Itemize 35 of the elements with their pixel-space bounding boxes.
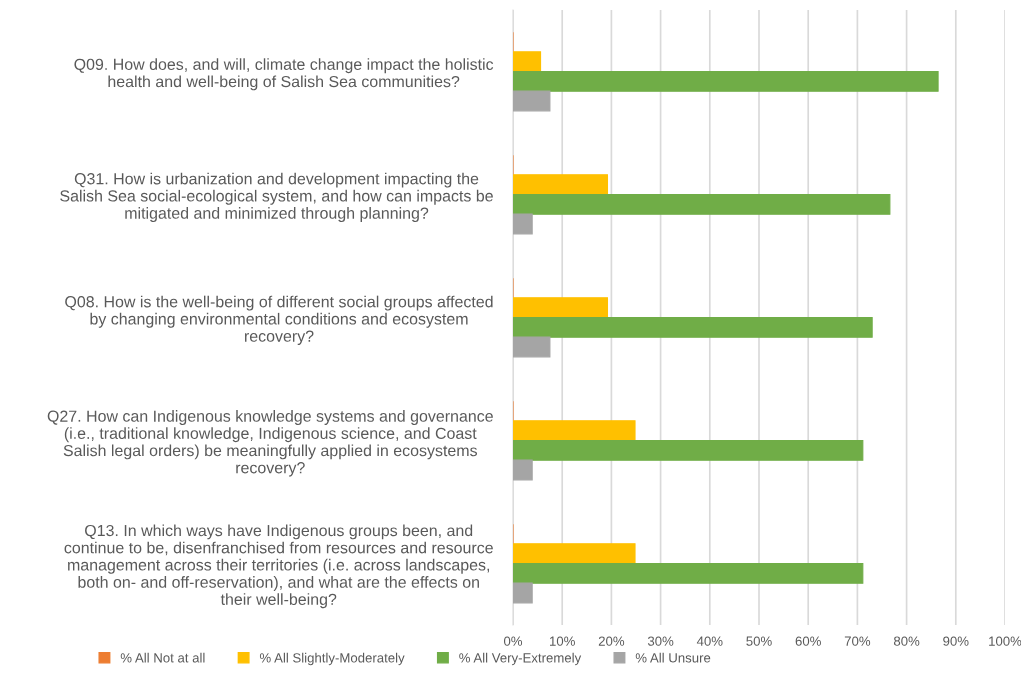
bar [513, 193, 891, 215]
bar [513, 90, 551, 112]
x-tick-label: 80% [893, 636, 920, 646]
y-tick-label: Q13. In which ways have Indigenous groups been, and continue to be, disenfranchised from resources and resource management across their territories (i.e. across landscapes, both on- and off-reservation), and what are the effects on their well-being? [64, 524, 493, 609]
x-tick-label: 60% [795, 636, 821, 646]
bar [513, 459, 533, 481]
legend-label: % All Slightly-Moderately [259, 652, 405, 666]
bar [513, 582, 533, 604]
bar [513, 213, 533, 235]
bar [513, 51, 542, 73]
y-tick-label: Q31. How is urbanization and development impacting the Salish Sea social-ecological system, and how can impacts be mitigated and minimized through planning? [60, 172, 493, 222]
bar [513, 70, 939, 92]
x-tick-label: 40% [696, 636, 723, 646]
bar [513, 336, 551, 358]
x-tick-label: 10% [550, 636, 575, 646]
bar [513, 316, 873, 338]
x-tick-label: 50% [746, 636, 772, 646]
bar [513, 562, 864, 584]
x-tick-label: 20% [598, 636, 625, 646]
legend-label: % All Very-Extremely [459, 652, 582, 666]
y-tick-label: Q08. How is the well-being of different social groups affected by changing environmental conditions and ecosystem recovery? [65, 295, 493, 345]
y-tick-label: Q27. How can Indigenous knowledge systems and governance (i.e., traditional knowledge, Indigenous science, and Coast Salish legal orders) be meaningfully applied in ecosystems recovery? [47, 410, 493, 477]
legend-label: % All Unsure [635, 652, 711, 663]
y-tick-label: Q09. How does, and will, climate change impact the holistic health and well-being of Salish Sea communities? [74, 58, 494, 91]
x-tick-label: 30% [647, 636, 674, 646]
bar [513, 174, 609, 196]
legend-label: % All Not at all [120, 652, 205, 663]
bar [513, 439, 864, 461]
x-tick-label: 100% [989, 636, 1021, 646]
x-tick-label: 90% [943, 636, 969, 646]
bar [513, 297, 609, 319]
x-tick-label: 0% [503, 636, 523, 646]
bar [513, 543, 636, 565]
x-tick-label: 70% [844, 636, 871, 646]
bar [513, 420, 636, 442]
